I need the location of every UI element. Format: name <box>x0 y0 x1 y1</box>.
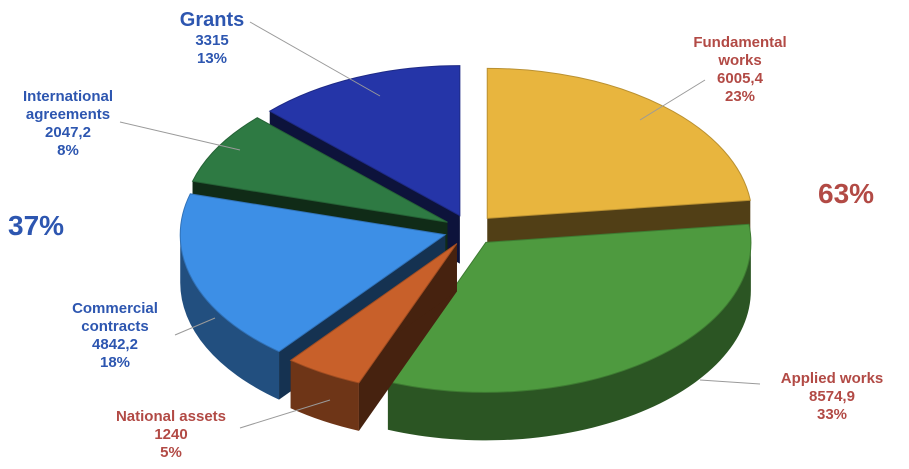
label-commercial-name-2: contracts <box>81 318 149 335</box>
slice-5-top <box>268 65 461 217</box>
leader-line-2 <box>174 317 216 336</box>
label-national: National assets 1240 5% <box>93 408 249 462</box>
label-grants-percent: 13% <box>196 50 228 67</box>
right-group-percent: 63% <box>818 178 875 209</box>
leader-line-4 <box>699 379 761 385</box>
slice-4-top <box>191 117 448 223</box>
label-fundamental: Fundamental works 6005,4 23% <box>670 34 810 106</box>
label-commercial-value: 4842,2 <box>92 336 138 353</box>
label-commercial: Commercial contracts 4842,2 18% <box>50 300 180 372</box>
label-applied-value: 8574,9 <box>809 388 855 405</box>
label-international-percent: 8% <box>57 142 79 159</box>
slice-1 <box>387 223 752 441</box>
label-applied-percent: 33% <box>816 406 848 423</box>
label-national-value: 1240 <box>154 426 188 443</box>
label-international-value: 2047,2 <box>45 124 91 141</box>
label-applied: Applied works 8574,9 33% <box>757 370 907 424</box>
slice-3-top <box>179 193 447 353</box>
slice-1-rim-0 <box>387 242 751 441</box>
label-applied-name: Applied works <box>780 370 884 387</box>
leader-line-5 <box>639 79 706 121</box>
label-international-name-1: International <box>22 88 113 105</box>
leader-line-1 <box>119 121 241 151</box>
leader-line-0 <box>249 21 381 97</box>
label-fundamental-name-1: Fundamental <box>693 34 787 51</box>
label-international: International agreements 2047,2 8% <box>0 88 138 160</box>
label-national-percent: 5% <box>160 444 182 461</box>
label-commercial-name-1: Commercial <box>72 300 158 317</box>
label-grants-name: Grants <box>179 9 245 31</box>
label-fundamental-name-2: works <box>718 52 762 69</box>
label-national-name: National assets <box>115 408 227 425</box>
label-commercial-percent: 18% <box>99 354 131 371</box>
label-fundamental-percent: 23% <box>724 88 756 105</box>
label-grants: Grants 3315 13% <box>152 8 272 68</box>
slice-2-rim-0 <box>290 360 359 431</box>
slice-2-top <box>289 243 458 384</box>
slice-1-top <box>387 223 752 393</box>
label-international-name-2: agreements <box>25 106 111 123</box>
slice-3-rim-0 <box>180 234 280 400</box>
label-fundamental-value: 6005,4 <box>717 70 763 87</box>
label-grants-value: 3315 <box>195 32 229 49</box>
leader-line-3 <box>239 399 331 429</box>
slice-2 <box>289 243 458 431</box>
left-group-percent: 37% <box>8 210 65 241</box>
